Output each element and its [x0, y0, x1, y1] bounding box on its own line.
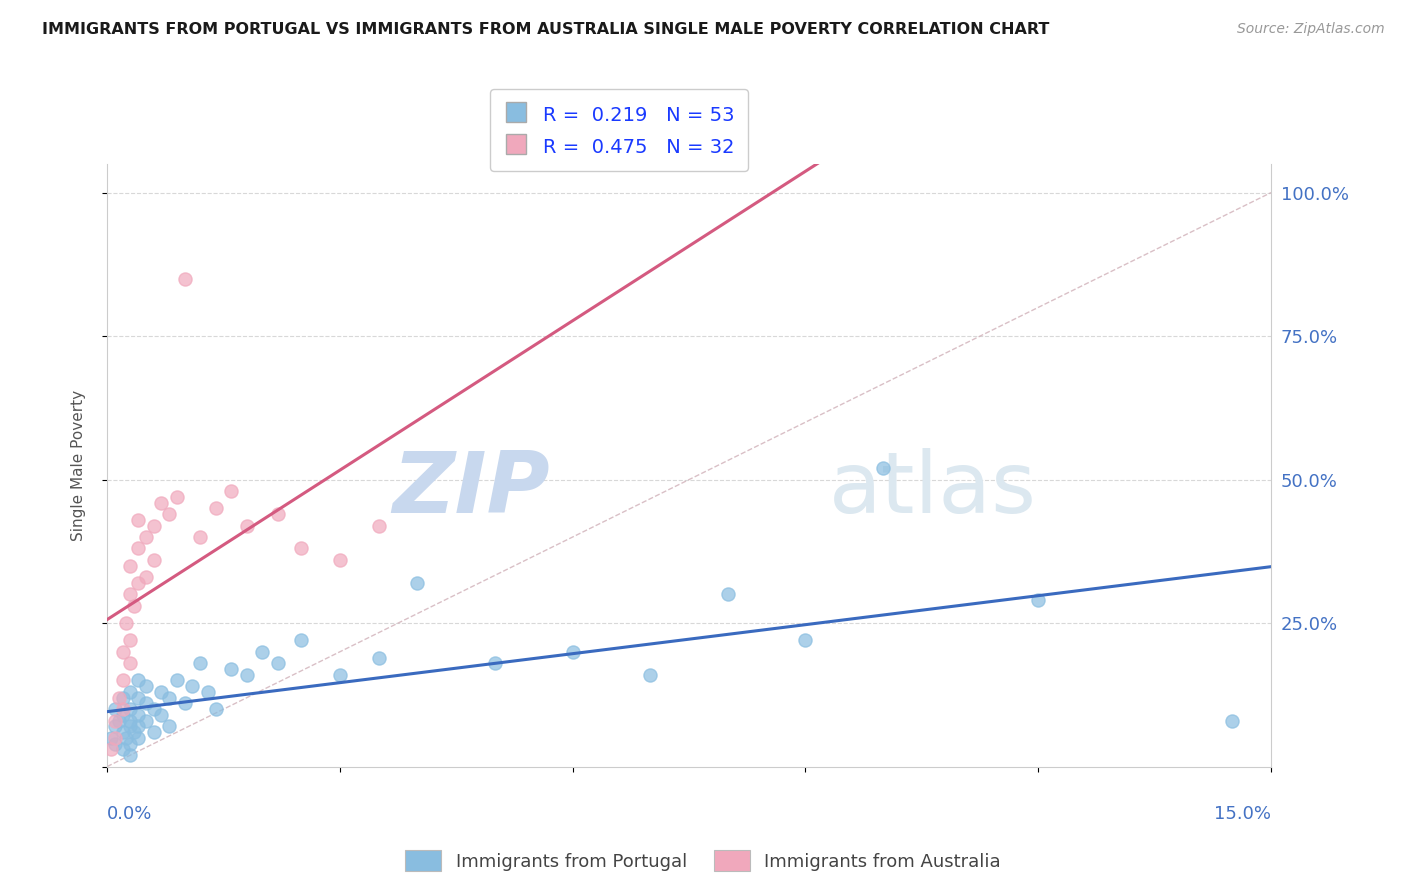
Point — [120, 719, 142, 733]
Point — [111, 702, 134, 716]
Point — [120, 633, 142, 648]
Point — [166, 490, 188, 504]
Point — [150, 707, 173, 722]
Point — [150, 685, 173, 699]
Point — [197, 685, 219, 699]
Point — [111, 673, 134, 688]
Point — [120, 702, 142, 716]
Point — [142, 553, 165, 567]
Point — [717, 587, 740, 601]
Point — [135, 679, 157, 693]
Point — [127, 707, 149, 722]
Point — [142, 702, 165, 716]
Point — [111, 742, 134, 756]
Point — [236, 667, 259, 681]
Point — [120, 657, 142, 671]
Point — [236, 518, 259, 533]
Point — [122, 725, 145, 739]
Point — [367, 650, 389, 665]
Point — [127, 673, 149, 688]
Point — [127, 575, 149, 590]
Point — [120, 587, 142, 601]
Text: ZIP: ZIP — [392, 448, 550, 531]
Point — [120, 714, 142, 728]
Point — [135, 714, 157, 728]
Point — [157, 719, 180, 733]
Point — [150, 495, 173, 509]
Point — [367, 518, 389, 533]
Point — [120, 737, 142, 751]
Point — [181, 679, 204, 693]
Point — [252, 645, 274, 659]
Point — [111, 690, 134, 705]
Point — [1220, 714, 1243, 728]
Point — [329, 667, 352, 681]
Point — [122, 599, 145, 613]
Point — [267, 507, 290, 521]
Point — [406, 575, 429, 590]
Point — [204, 702, 226, 716]
Point — [111, 707, 134, 722]
Point — [115, 616, 138, 631]
Point — [111, 645, 134, 659]
Point — [188, 657, 211, 671]
Point — [166, 673, 188, 688]
Point — [290, 633, 312, 648]
Point — [794, 633, 817, 648]
Point — [640, 667, 662, 681]
Point — [484, 657, 506, 671]
Point — [104, 719, 127, 733]
Point — [1026, 593, 1049, 607]
Point — [135, 570, 157, 584]
Point — [107, 714, 129, 728]
Point — [111, 725, 134, 739]
Point — [561, 645, 583, 659]
Point — [104, 731, 127, 745]
Point — [115, 731, 138, 745]
Point — [127, 731, 149, 745]
Point — [290, 541, 312, 556]
Point — [142, 725, 165, 739]
Point — [173, 697, 195, 711]
Point — [173, 271, 195, 285]
Point — [100, 731, 122, 745]
Point — [329, 553, 352, 567]
Point — [127, 513, 149, 527]
Point — [135, 697, 157, 711]
Point — [120, 558, 142, 573]
Point — [100, 742, 122, 756]
Point — [135, 530, 157, 544]
Point — [120, 685, 142, 699]
Point — [127, 541, 149, 556]
Text: 15.0%: 15.0% — [1215, 805, 1271, 823]
Text: atlas: atlas — [828, 448, 1036, 531]
Point — [157, 690, 180, 705]
Legend: Immigrants from Portugal, Immigrants from Australia: Immigrants from Portugal, Immigrants fro… — [398, 843, 1008, 879]
Point — [872, 461, 894, 475]
Text: Source: ZipAtlas.com: Source: ZipAtlas.com — [1237, 22, 1385, 37]
Point — [104, 737, 127, 751]
Point — [219, 484, 242, 499]
Y-axis label: Single Male Poverty: Single Male Poverty — [72, 390, 86, 541]
Point — [107, 690, 129, 705]
Point — [188, 530, 211, 544]
Point — [104, 702, 127, 716]
Point — [142, 518, 165, 533]
Text: IMMIGRANTS FROM PORTUGAL VS IMMIGRANTS FROM AUSTRALIA SINGLE MALE POVERTY CORREL: IMMIGRANTS FROM PORTUGAL VS IMMIGRANTS F… — [42, 22, 1049, 37]
Point — [157, 507, 180, 521]
Point — [219, 662, 242, 676]
Point — [120, 748, 142, 763]
Legend: R =  0.219   N = 53, R =  0.475   N = 32: R = 0.219 N = 53, R = 0.475 N = 32 — [491, 89, 748, 171]
Text: 0.0%: 0.0% — [107, 805, 152, 823]
Point — [267, 657, 290, 671]
Point — [127, 719, 149, 733]
Point — [127, 690, 149, 705]
Point — [204, 501, 226, 516]
Point — [104, 714, 127, 728]
